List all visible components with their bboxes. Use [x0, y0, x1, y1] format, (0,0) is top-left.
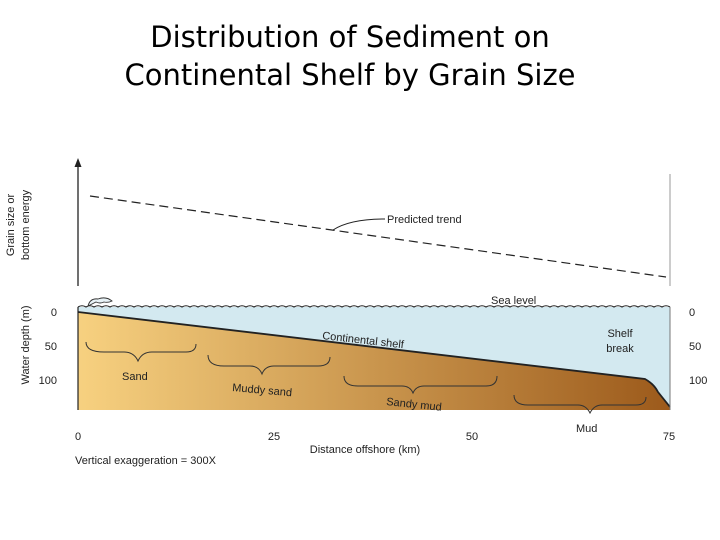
axis-arrow-up-icon: [74, 158, 82, 167]
predicted-trend-leader: [332, 218, 386, 231]
shelf-break-label-1: Shelf: [607, 328, 633, 340]
distance-axis: 0 25 50 75 Distance offshore (km) Vertic…: [75, 431, 675, 467]
mud-zone-brace: [513, 394, 647, 415]
sediment-zone-mud: Mud: [576, 423, 597, 435]
distance-tick-50: 50: [466, 431, 478, 443]
title-line-2: Continental Shelf by Grain Size: [124, 58, 576, 92]
sediment-zone-sandy-mud: Sandy mud: [386, 396, 443, 414]
predicted-trend-label: Predicted trend: [387, 214, 462, 226]
water-depth-axis-label: Water depth (m): [20, 305, 32, 384]
distance-tick-75: 75: [663, 431, 675, 443]
grain-size-axis-label-1: Grain size or: [5, 193, 17, 256]
grain-size-plot-area: [78, 174, 670, 286]
wave-icon: [87, 297, 113, 307]
sediment-zone-sand: Sand: [122, 371, 148, 383]
vertical-exaggeration-note: Vertical exaggeration = 300X: [75, 455, 217, 467]
grain-size-panel: Predicted trend Grain size or bottom ene…: [5, 158, 671, 286]
distance-tick-0: 0: [75, 431, 81, 443]
depth-tick-left-50: 50: [45, 341, 57, 353]
sea-level-label: Sea level: [491, 295, 536, 307]
seafloor-profile-line: [77, 311, 671, 408]
predicted-trend-line: [89, 195, 667, 278]
depth-tick-left-0: 0: [51, 307, 57, 319]
shelf-break-label-2: break: [606, 343, 634, 355]
depth-tick-left-100: 100: [39, 375, 57, 387]
sea-level-line: [77, 305, 671, 308]
sediment-zone-muddy-sand: Muddy sand: [232, 382, 293, 399]
depth-tick-right-100: 100: [689, 375, 707, 387]
muddy-sand-zone-brace: [207, 354, 331, 376]
slide-title: Distribution of Sediment on Continental …: [0, 18, 700, 94]
shelf-cross-section: Sea level Continental shelf Shelf break …: [20, 295, 707, 435]
sandy-mud-zone-brace: [343, 375, 498, 395]
title-line-1: Distribution of Sediment on: [150, 20, 550, 54]
distance-axis-label: Distance offshore (km): [310, 444, 420, 456]
depth-tick-right-0: 0: [689, 307, 695, 319]
continental-shelf-sediment: [78, 312, 670, 410]
grain-size-axis-label-2: bottom energy: [20, 189, 32, 260]
sand-zone-brace: [85, 341, 197, 363]
depth-tick-right-50: 50: [689, 341, 701, 353]
distance-tick-25: 25: [268, 431, 280, 443]
